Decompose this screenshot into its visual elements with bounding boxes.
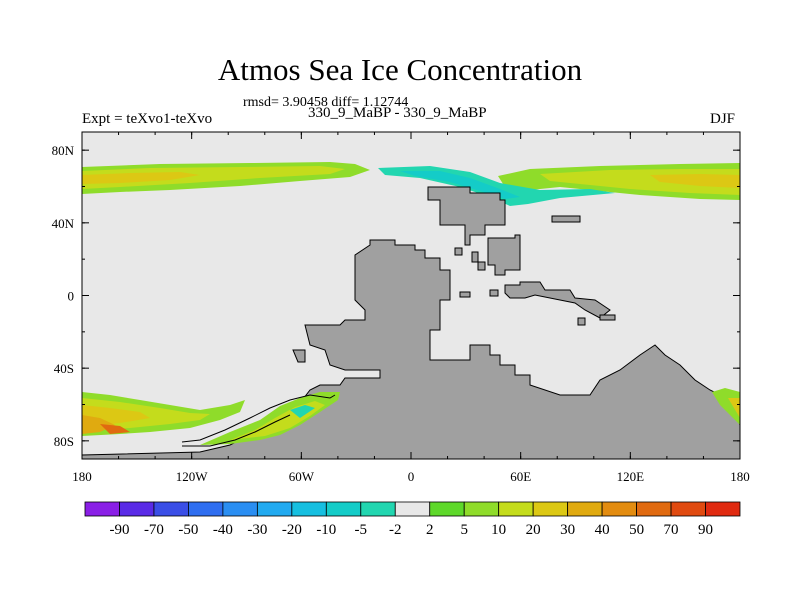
south-ice-band-west	[82, 392, 245, 436]
colorbar-swatch	[153, 501, 189, 517]
colorbar-label: 2	[426, 522, 434, 538]
x-tick-label: 180	[72, 469, 92, 484]
north-ice-band-east	[498, 163, 740, 200]
colorbar-swatch	[325, 501, 362, 517]
colorbar-swatch	[119, 501, 155, 517]
colorbar-swatch	[636, 501, 672, 517]
colorbar-swatch	[429, 501, 465, 517]
y-tick-label: 40N	[52, 216, 75, 231]
colorbar-label: 5	[460, 522, 468, 538]
experiment-label: Expt = teXvo1-teXvo	[82, 111, 213, 127]
x-tick-label: 180	[730, 469, 750, 484]
colorbar-label: 70	[664, 522, 679, 538]
colorbar-swatch	[84, 501, 120, 517]
colorbar-swatch	[291, 501, 327, 517]
y-tick-label: 40S	[54, 361, 74, 376]
colorbar-label: 10	[491, 522, 506, 538]
colorbar-swatch	[188, 501, 224, 517]
colorbar-label: 20	[526, 522, 541, 538]
south-ice-band-east	[712, 388, 740, 425]
colorbar-label: 90	[698, 522, 713, 538]
colorbar-label: 50	[629, 522, 644, 538]
colorbar-label: 40	[595, 522, 610, 538]
north-ice-band-west	[82, 162, 370, 194]
colorbar-label: -20	[282, 522, 302, 538]
colorbar: -90 -70 -50 -40 -30 -20 -10 -5 -2 2 5 10 20 30 40 50 70 9…	[84, 501, 741, 538]
colorbar-label: -70	[144, 522, 164, 538]
colorbar-swatch	[567, 501, 603, 517]
y-tick-label: 0	[68, 289, 75, 304]
colorbar-label: -50	[178, 522, 198, 538]
stats-label: rmsd= 3.90458 diff= 1.12744	[243, 95, 409, 110]
colorbar-swatch	[256, 501, 293, 517]
colorbar-label: -40	[213, 522, 233, 538]
colorbar-swatch	[360, 501, 396, 517]
antarctic-coast-outline	[181, 394, 336, 447]
colorbar-label: -5	[355, 522, 368, 538]
y-tick-label: 80S	[54, 434, 74, 449]
colorbar-label: -30	[247, 522, 267, 538]
comparison-label: 330_9_MaBP - 330_9_MaBP	[308, 105, 487, 121]
x-tick-label: 120W	[176, 469, 209, 484]
x-tick-label: 60W	[289, 469, 315, 484]
land-masses	[81, 186, 741, 460]
colorbar-swatch	[601, 501, 637, 517]
arctic-negative-core	[400, 171, 520, 199]
colorbar-swatch	[532, 501, 569, 517]
x-tick-label: 60E	[510, 469, 531, 484]
colorbar-swatch	[705, 501, 741, 517]
colorbar-label: -2	[389, 522, 402, 538]
colorbar-swatch	[463, 501, 500, 517]
y-tick-label: 80N	[52, 143, 75, 158]
y-axis: 80S 40S 0 40N 80N	[52, 143, 740, 449]
x-tick-label: 0	[408, 469, 415, 484]
x-tick-label: 120E	[617, 469, 645, 484]
colorbar-swatch	[498, 501, 534, 517]
x-axis: 180 120W 60W 0 60E 120E 180	[72, 132, 750, 484]
season-label: DJF	[710, 111, 736, 127]
colorbar-label: -90	[109, 522, 129, 538]
colorbar-swatch	[670, 501, 706, 517]
chart-title: Atmos Sea Ice Concentration	[217, 52, 583, 87]
colorbar-label: -10	[316, 522, 336, 538]
colorbar-swatch	[394, 501, 431, 517]
colorbar-label: 30	[560, 522, 575, 538]
colorbar-swatch	[222, 501, 258, 517]
